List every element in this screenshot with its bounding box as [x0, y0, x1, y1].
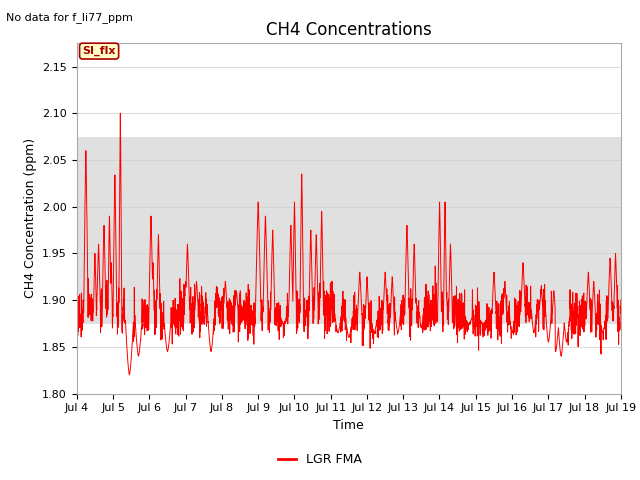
Bar — [77, 137, 621, 324]
Text: No data for f_li77_ppm: No data for f_li77_ppm — [6, 12, 133, 23]
Text: SI_flx: SI_flx — [83, 46, 116, 56]
Legend: LGR FMA: LGR FMA — [273, 448, 367, 471]
X-axis label: Time: Time — [333, 419, 364, 432]
Title: CH4 Concentrations: CH4 Concentrations — [266, 21, 431, 39]
Y-axis label: CH4 Concentration (ppm): CH4 Concentration (ppm) — [24, 138, 36, 299]
